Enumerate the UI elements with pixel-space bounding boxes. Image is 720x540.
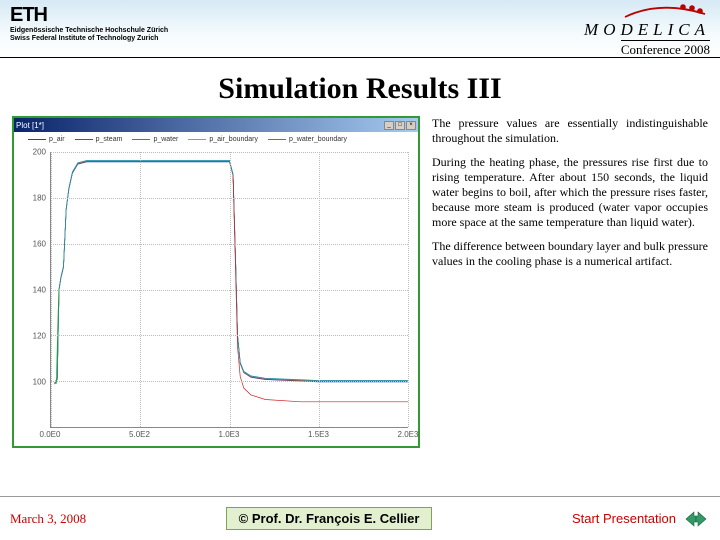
legend-item: p_steam [75,136,123,143]
y-tick-label: 200 [33,148,46,157]
eth-sub-line2: Swiss Federal Institute of Technology Zu… [10,35,168,43]
gridline-v [319,152,320,427]
maximize-icon[interactable]: □ [395,121,405,130]
modelica-block: MODELICA Conference 2008 [584,4,710,59]
conference-label: Conference 2008 [621,40,710,58]
plot-legend: p_air p_steam p_water p_air_boundary p_water… [14,132,418,145]
slide-title: Simulation Results III [0,72,720,106]
legend-item: p_water [132,136,178,143]
footer-date: March 3, 2008 [10,511,86,527]
y-tick-label: 160 [33,240,46,249]
gridline-v [230,152,231,427]
eth-logo: ETH [10,4,168,27]
close-icon[interactable]: × [406,121,416,130]
x-axis-labels: 0.0E05.0E21.0E31.5E32.0E3 [50,430,408,442]
eth-block: ETH Eidgenössische Technische Hochschule… [10,4,168,42]
x-tick-label: 2.0E3 [398,430,419,439]
legend-item: p_air_boundary [188,136,258,143]
eth-sub-line1: Eidgenössische Technische Hochschule Zür… [10,27,168,35]
modelica-swoosh-icon [584,4,710,18]
paragraph-3: The difference between boundary layer an… [432,239,708,269]
plot-curve [55,162,408,384]
x-tick-label: 0.0E0 [40,430,61,439]
legend-label: p_steam [96,136,123,143]
plot-area [50,152,408,428]
text-column: The pressure values are essentially indi… [432,116,708,448]
window-buttons: _ □ × [384,121,416,130]
plot-curve [55,160,408,382]
plot-window-title: Plot [1*] [16,121,44,130]
start-presentation-link[interactable]: Start Presentation [572,511,676,526]
plot-frame: Plot [1*] _ □ × p_airp_steamp_waterp_air… [12,116,420,448]
footer-author-box: © Prof. Dr. François E. Cellier [226,507,433,530]
legend-item: p_water_boundary [268,136,347,143]
legend-label: p_air [49,136,65,143]
legend-line-icon [28,139,46,140]
header: ETH Eidgenössische Technische Hochschule… [0,0,720,58]
plot-curve [55,161,408,383]
legend-item: p_air [28,136,65,143]
legend-label: p_air_boundary [209,136,258,143]
y-tick-label: 120 [33,332,46,341]
plot-curve [55,161,408,383]
paragraph-1: The pressure values are essentially indi… [432,116,708,146]
paragraph-2: During the heating phase, the pressures … [432,155,708,230]
legend-line-icon [132,139,150,140]
legend-label: p_water [153,136,178,143]
legend-line-icon [75,139,93,140]
plot-curve [55,162,408,384]
legend-line-icon [188,139,206,140]
minimize-icon[interactable]: _ [384,121,394,130]
plot-window-titlebar: Plot [1*] _ □ × [14,118,418,132]
footer: March 3, 2008 © Prof. Dr. François E. Ce… [0,496,720,540]
main-content: Plot [1*] _ □ × p_airp_steamp_waterp_air… [0,116,720,448]
x-tick-label: 1.0E3 [219,430,240,439]
gridline-v [408,152,409,427]
legend-label: p_water_boundary [289,136,347,143]
gridline-v [51,152,52,427]
y-axis-labels: 100120140160180200 [18,152,48,428]
footer-right: Start Presentation [572,509,710,529]
legend-line-icon [268,139,286,140]
y-tick-label: 180 [33,194,46,203]
y-tick-label: 100 [33,378,46,387]
y-tick-label: 140 [33,286,46,295]
plot-curve [233,175,408,402]
x-tick-label: 5.0E2 [129,430,150,439]
nav-arrows-icon[interactable] [682,509,710,529]
gridline-v [140,152,141,427]
x-tick-label: 1.5E3 [308,430,329,439]
modelica-logo: MODELICA [584,20,710,40]
